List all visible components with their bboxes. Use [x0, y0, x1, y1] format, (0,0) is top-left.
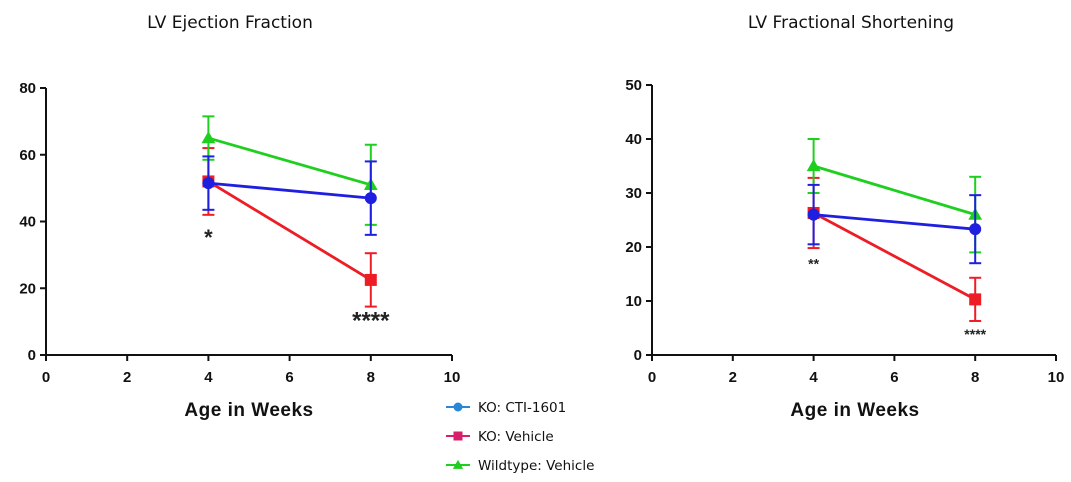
- legend-marker: [452, 459, 464, 469]
- data-point: [807, 208, 820, 221]
- x-tick-label: 4: [204, 369, 213, 386]
- significance-annotation: ****: [352, 307, 390, 334]
- y-tick-label: 50: [625, 77, 642, 94]
- y-tick-label: 30: [625, 185, 642, 202]
- x-tick-label: 2: [123, 369, 131, 386]
- x-tick-label: 0: [42, 369, 50, 386]
- y-tick-label: 40: [19, 214, 36, 231]
- legend-label: KO: CTI-1601: [478, 400, 566, 416]
- data-point: [201, 131, 216, 144]
- series-line: [813, 164, 976, 216]
- y-tick-label: 60: [19, 147, 36, 164]
- x-axis-label: Age in Weeks: [790, 400, 919, 421]
- series-ko-vehicle: [807, 176, 982, 322]
- x-tick-label: 4: [809, 369, 818, 386]
- y-tick-label: 20: [625, 239, 642, 256]
- data-point: [364, 273, 377, 286]
- chart-title: LV Ejection Fraction: [147, 13, 313, 33]
- series-wildtype-vehicle: [806, 138, 983, 254]
- significance-annotation: **: [808, 256, 819, 272]
- x-tick-label: 0: [648, 369, 656, 386]
- y-tick-label: 0: [634, 347, 642, 364]
- y-tick-label: 20: [19, 280, 36, 297]
- y-tick-label: 0: [28, 347, 36, 364]
- series-line: [208, 181, 371, 200]
- data-point: [364, 192, 377, 205]
- series-wildtype-vehicle: [201, 115, 378, 226]
- chart-title: LV Fractional Shortening: [748, 13, 954, 33]
- legend-item: Wildtype: Vehicle: [446, 458, 594, 474]
- legend-label: KO: Vehicle: [478, 429, 554, 445]
- data-point: [806, 159, 821, 172]
- data-point: [969, 293, 982, 306]
- data-point: [969, 223, 982, 236]
- series-ko-cti-1601: [807, 183, 982, 265]
- x-tick-label: 8: [367, 369, 375, 386]
- legend-marker: [453, 431, 463, 441]
- series-ko-vehicle: [202, 147, 377, 308]
- x-tick-label: 10: [444, 369, 461, 386]
- significance-annotation: ****: [964, 326, 986, 342]
- series-line: [208, 136, 372, 187]
- x-tick-label: 6: [285, 369, 293, 386]
- x-axis-label: Age in Weeks: [184, 400, 313, 421]
- legend-label: Wildtype: Vehicle: [478, 458, 594, 474]
- y-tick-label: 10: [625, 293, 642, 310]
- legend: KO: CTI-1601 KO: Vehicle Wildtype: Vehicle: [446, 400, 594, 474]
- chart-ejection-fraction: LV Ejection Fraction 0 2 4 6 8 10 0 20 40 60 80 Age …: [19, 13, 460, 421]
- legend-marker: [453, 402, 463, 412]
- series-line: [812, 211, 976, 301]
- y-tick-label: 40: [625, 131, 642, 148]
- significance-annotation: *: [204, 225, 213, 250]
- series-line: [207, 180, 372, 282]
- x-tick-label: 6: [890, 369, 898, 386]
- x-tick-label: 10: [1048, 369, 1065, 386]
- y-tick-label: 80: [19, 80, 36, 97]
- chart-fractional-shortening: LV Fractional Shortening 0 2 4 6 8 10 0 10 20 30 40…: [625, 13, 1064, 421]
- series-line: [813, 213, 976, 231]
- data-point: [202, 177, 215, 190]
- x-tick-label: 2: [729, 369, 737, 386]
- legend-item: KO: Vehicle: [446, 429, 554, 445]
- legend-item: KO: CTI-1601: [446, 400, 566, 416]
- x-tick-label: 8: [971, 369, 979, 386]
- series-ko-cti-1601: [202, 155, 377, 236]
